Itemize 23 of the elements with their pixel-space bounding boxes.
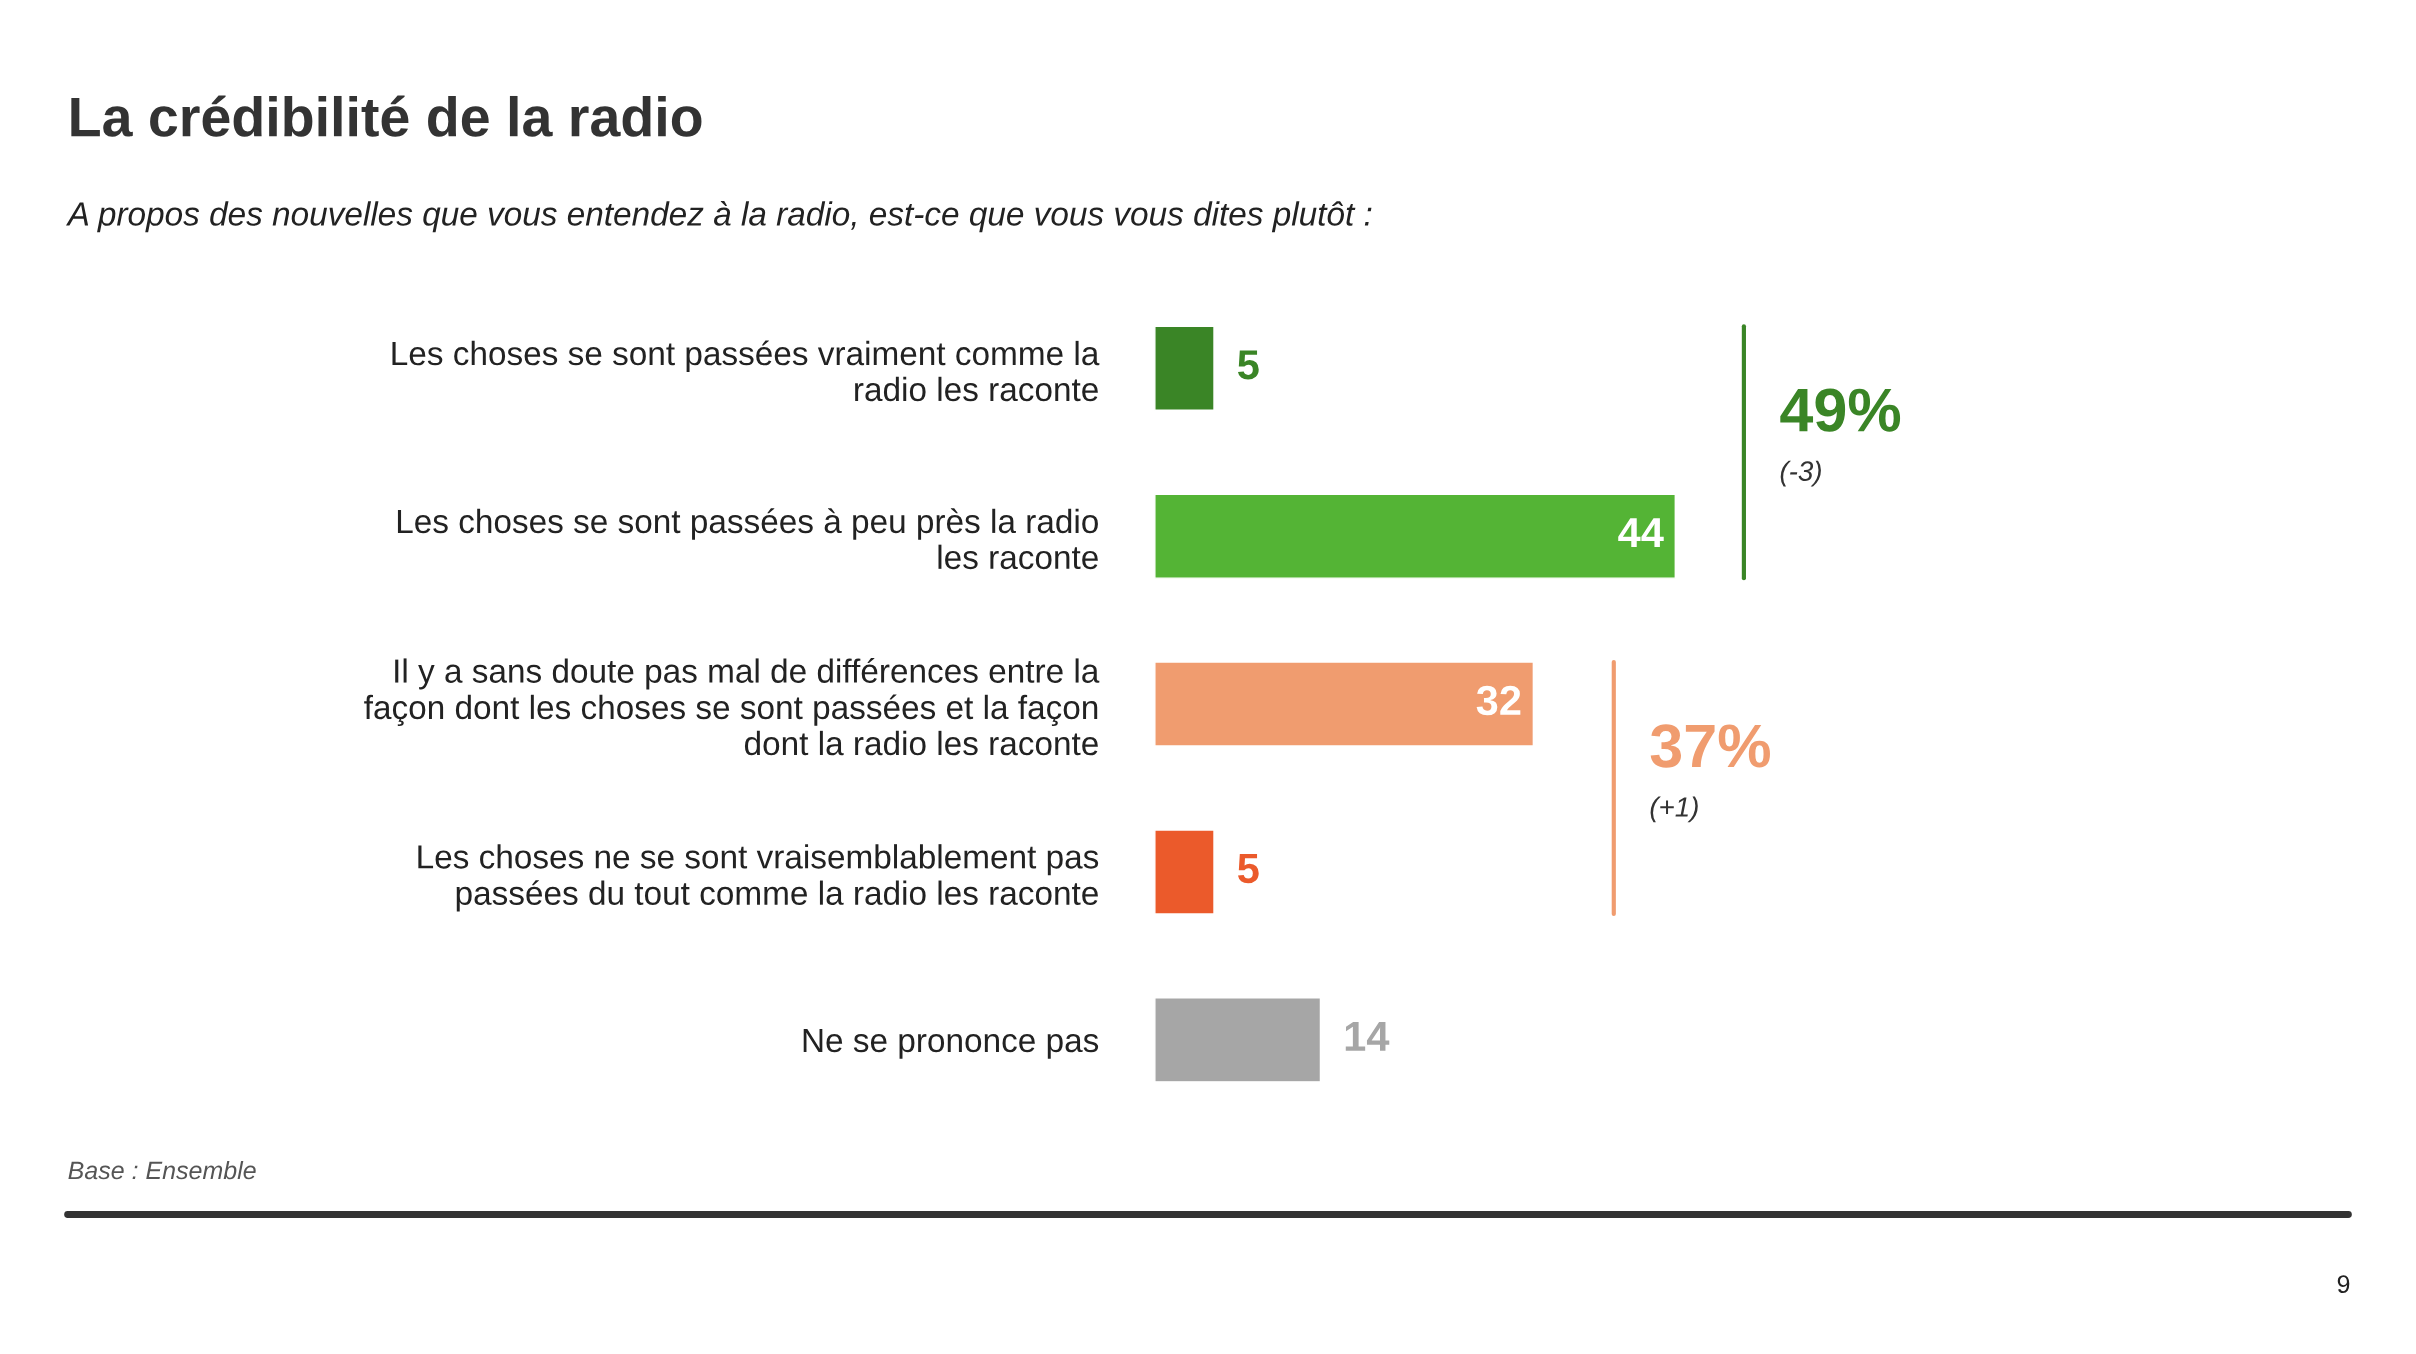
text: 49% (1780, 388, 1901, 432)
data-label: 5 (1237, 854, 1259, 884)
data-label: 32 (1476, 685, 1521, 716)
bar (1154, 661, 1535, 747)
annotation: 37% (1650, 724, 1770, 768)
y-tick-label: Il y a sans doute pas mal de différences entre la façon dont les choses se sont passées et la façon dont la radio les raconte (364, 658, 1100, 756)
text: La crédibilité de la radio (71, 95, 702, 137)
text: (-3) (1780, 460, 1821, 487)
bar (1154, 997, 1322, 1083)
annotation: (+1) (1650, 796, 1698, 823)
y-tick-label: Les choses ne se sont vraisemblablement pas passées du tout comme la radio les raconte (418, 844, 1099, 912)
data-label: 44 (1618, 518, 1664, 547)
text: 9 (2337, 1275, 2350, 1294)
data-label: 14 (1345, 1021, 1390, 1051)
bar (1154, 493, 1676, 579)
bar (1154, 325, 1215, 411)
bar (1154, 829, 1215, 915)
y-tick-label: Les choses se sont passées vraiment comme la radio les raconte (392, 340, 1100, 402)
text: A propos des nouvelles que vous entendez à la radio, est-ce que vous vous dites plutôt : (66, 200, 1372, 233)
y-tick-label: Ne se prononce pas (803, 1029, 1099, 1059)
y-tick-label: Les choses se sont passées à peu près la radio les raconte (397, 508, 1098, 570)
text: Base : Ensemble (68, 1160, 256, 1180)
data-label: 5 (1237, 350, 1259, 380)
